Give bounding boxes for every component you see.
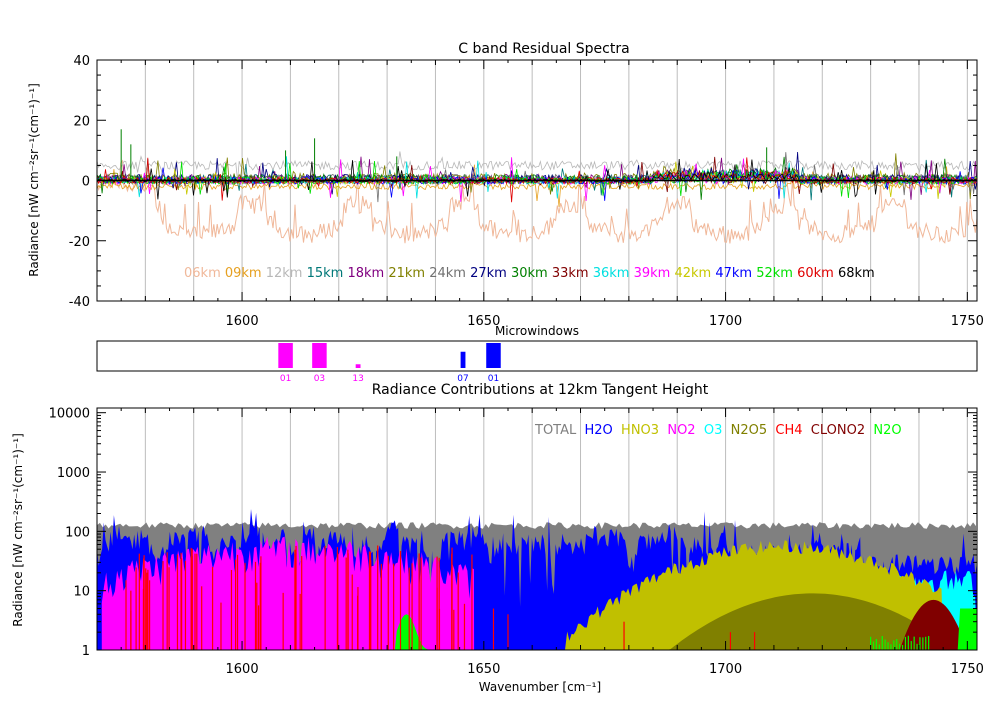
contribution-legend-entry: CLONO2 [803, 423, 866, 438]
residual-ylabel: Radiance [nW cm⁻²sr⁻¹(cm⁻¹)⁻¹] [27, 83, 41, 276]
contribution-x-tick-label: 1600 [226, 662, 259, 677]
residual-legend-entry: 68km [834, 266, 875, 281]
residual-series-09km [96, 164, 978, 207]
residual-legend-entry: 06km [184, 266, 221, 281]
residual-y-tick-label: -20 [69, 235, 90, 250]
residual-legend-entry: 42km [670, 266, 711, 281]
contribution-y-tick-label: 10 [73, 585, 90, 600]
microwindow-bar [486, 343, 501, 368]
residual-title: C band Residual Spectra [458, 41, 629, 57]
microwindow-bar [355, 364, 361, 368]
residual-panel: C band Residual Spectra 1600 1650 1700 1750… [27, 41, 984, 329]
contribution-x-tick-label: 1750 [951, 662, 984, 677]
residual-x-tick-label: 1600 [226, 314, 259, 329]
residual-series-60km [96, 157, 978, 203]
residual-legend-entry: 12km [262, 266, 303, 281]
residual-legend-entry: 47km [711, 266, 752, 281]
contribution-area-N2O [952, 608, 977, 650]
residual-x-tick-label: 1650 [467, 314, 500, 329]
contribution-legend-text: TOTAL H2O HNO3 NO2 O3 N2O5 CH4 CLONO2 N2… [534, 423, 902, 438]
residual-x-tick-label: 1750 [951, 314, 984, 329]
microwindow-label: 07 [457, 374, 468, 384]
residual-legend-entry: 21km [384, 266, 425, 281]
residual-legend-entry: 33km [548, 266, 589, 281]
contribution-y-ticks: 1 10 100 1000 10000 [49, 407, 977, 659]
contribution-legend-entry: TOTAL [534, 423, 577, 438]
contribution-x-tick-label: 1650 [467, 662, 500, 677]
contribution-area-CLONO2 [861, 599, 977, 650]
residual-legend-entry: 09km [221, 266, 262, 281]
contribution-legend: TOTAL H2O HNO3 NO2 O3 N2O5 CH4 CLONO2 N2… [534, 423, 902, 438]
microwindows-frame [96, 340, 978, 372]
residual-x-tick-label: 1700 [709, 314, 742, 329]
contribution-y-tick-label: 100 [65, 525, 90, 540]
contribution-y-tick-label: 1000 [57, 466, 90, 481]
residual-legend-entry: 27km [466, 266, 507, 281]
residual-y-tick-label: -40 [69, 295, 90, 310]
residual-series [96, 129, 978, 244]
contribution-legend-entry: NO2 [659, 423, 696, 438]
residual-legend-entry: 30km [507, 266, 548, 281]
residual-legend-entry: 52km [752, 266, 793, 281]
residual-y-tick-label: 0 [82, 175, 90, 190]
contribution-areas [97, 509, 977, 650]
contribution-legend-entry: O3 [696, 423, 723, 438]
microwindow-bar [312, 343, 327, 368]
residual-y-tick-label: 20 [73, 114, 90, 129]
microwindows-panel: Microwindows 01 03 13 07 01 [96, 324, 978, 384]
residual-legend-entry: 24km [425, 266, 466, 281]
residual-legend-text: 06km 09km 12km 15km 18km 21km 24km 27km … [184, 266, 875, 281]
microwindow-label: 13 [352, 374, 363, 384]
microwindow-bar [278, 343, 293, 368]
residual-y-ticks: -40 -20 0 20 40 [69, 54, 977, 310]
microwindow-label: 03 [314, 374, 325, 384]
contribution-title: Radiance Contributions at 12km Tangent H… [372, 382, 709, 398]
residual-series-06km [96, 159, 978, 244]
contribution-panel: Radiance Contributions at 12km Tangent H… [11, 382, 984, 694]
contribution-y-tick-label: 10000 [49, 407, 90, 422]
residual-x-ticks: 1600 1650 1700 1750 [96, 60, 984, 329]
contribution-ylabel: Radiance [nW cm⁻²sr⁻¹(cm⁻¹)⁻¹] [11, 433, 25, 626]
contribution-legend-entry: CH4 [767, 423, 802, 438]
residual-legend-entry: 15km [302, 266, 343, 281]
microwindow-label: 01 [488, 374, 499, 384]
residual-legend-entry: 36km [589, 266, 630, 281]
contribution-xlabel: Wavenumber [cm⁻¹] [479, 680, 601, 694]
residual-y-tick-label: 40 [73, 54, 90, 69]
microwindow-label: 01 [280, 374, 291, 384]
residual-legend-entry: 39km [629, 266, 670, 281]
contribution-y-tick-label: 1 [82, 644, 90, 659]
contribution-legend-entry: HNO3 [613, 423, 659, 438]
contribution-x-tick-label: 1700 [709, 662, 742, 677]
residual-legend: 06km 09km 12km 15km 18km 21km 24km 27km … [184, 266, 875, 281]
contribution-x-ticks: 1600 1650 1700 1750 [96, 408, 984, 677]
microwindow-bars: 01 03 13 07 01 [278, 343, 501, 384]
microwindows-title: Microwindows [495, 324, 579, 338]
contribution-area-N2O5 [643, 593, 977, 650]
contribution-legend-entry: N2O [865, 423, 902, 438]
contribution-legend-entry: H2O [576, 423, 613, 438]
contribution-legend-entry: N2O5 [722, 423, 767, 438]
residual-legend-entry: 60km [793, 266, 834, 281]
residual-legend-entry: 18km [343, 266, 384, 281]
contribution-frame [96, 407, 978, 651]
microwindow-bar [460, 351, 466, 368]
